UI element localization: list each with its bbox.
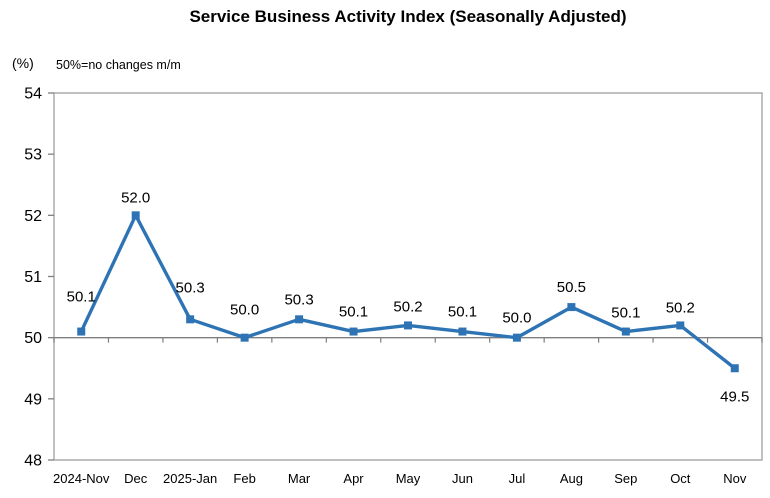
x-axis-label: Jul — [509, 471, 526, 486]
x-axis-label: Oct — [670, 471, 691, 486]
data-point-marker — [676, 321, 685, 330]
x-axis-label: Nov — [723, 471, 747, 486]
x-axis-label: 2025-Jan — [163, 471, 217, 486]
data-point-label: 50.0 — [230, 302, 259, 319]
y-axis-label: 51 — [24, 269, 42, 286]
y-axis-label: 52 — [24, 208, 42, 225]
data-point-marker — [349, 327, 358, 336]
plot-border — [53, 92, 763, 461]
y-axis-unit-label: (%) — [12, 55, 34, 71]
data-point-marker — [131, 211, 140, 220]
data-point-label: 50.1 — [448, 304, 477, 321]
data-point-label: 50.0 — [502, 310, 531, 327]
data-point-marker — [512, 333, 521, 342]
reference-note: 50%=no changes m/m — [56, 58, 181, 72]
x-axis-label: Aug — [560, 471, 583, 486]
data-point-label: 50.2 — [666, 299, 695, 316]
data-point-marker — [240, 333, 249, 342]
x-axis-label: Mar — [288, 471, 311, 486]
x-axis-label: Apr — [343, 471, 364, 486]
data-point-label: 50.3 — [284, 291, 313, 308]
x-axis-label: May — [396, 471, 421, 486]
data-point-marker — [621, 327, 630, 336]
data-point-label: 50.3 — [176, 279, 205, 296]
y-axis-label: 54 — [24, 86, 42, 103]
data-point-marker — [458, 327, 467, 336]
x-axis-label: Jun — [452, 471, 473, 486]
data-point-marker — [404, 321, 412, 330]
x-axis-label: 2024-Nov — [53, 471, 110, 486]
data-point-label: 50.1 — [339, 304, 368, 321]
data-point-label: 50.2 — [393, 298, 422, 315]
y-axis-label: 53 — [24, 147, 42, 164]
x-axis-label: Dec — [124, 471, 148, 486]
data-point-label: 49.5 — [720, 388, 749, 405]
data-point-marker — [567, 303, 576, 312]
y-axis-label: 49 — [24, 391, 42, 408]
data-point-marker — [730, 364, 739, 373]
y-axis-label: 48 — [24, 453, 42, 470]
x-axis-label: Feb — [233, 471, 255, 486]
x-axis-label: Sep — [614, 471, 637, 486]
data-point-label: 50.1 — [611, 305, 640, 322]
data-point-marker — [295, 315, 304, 324]
data-point-marker — [186, 315, 195, 324]
data-point-label: 50.5 — [557, 279, 586, 296]
data-point-label: 52.0 — [121, 189, 150, 206]
y-axis-label: 50 — [24, 330, 42, 347]
data-point-label: 50.1 — [67, 289, 96, 306]
chart-title: Service Business Activity Index (Seasona… — [189, 7, 627, 26]
data-point-marker — [77, 327, 86, 336]
